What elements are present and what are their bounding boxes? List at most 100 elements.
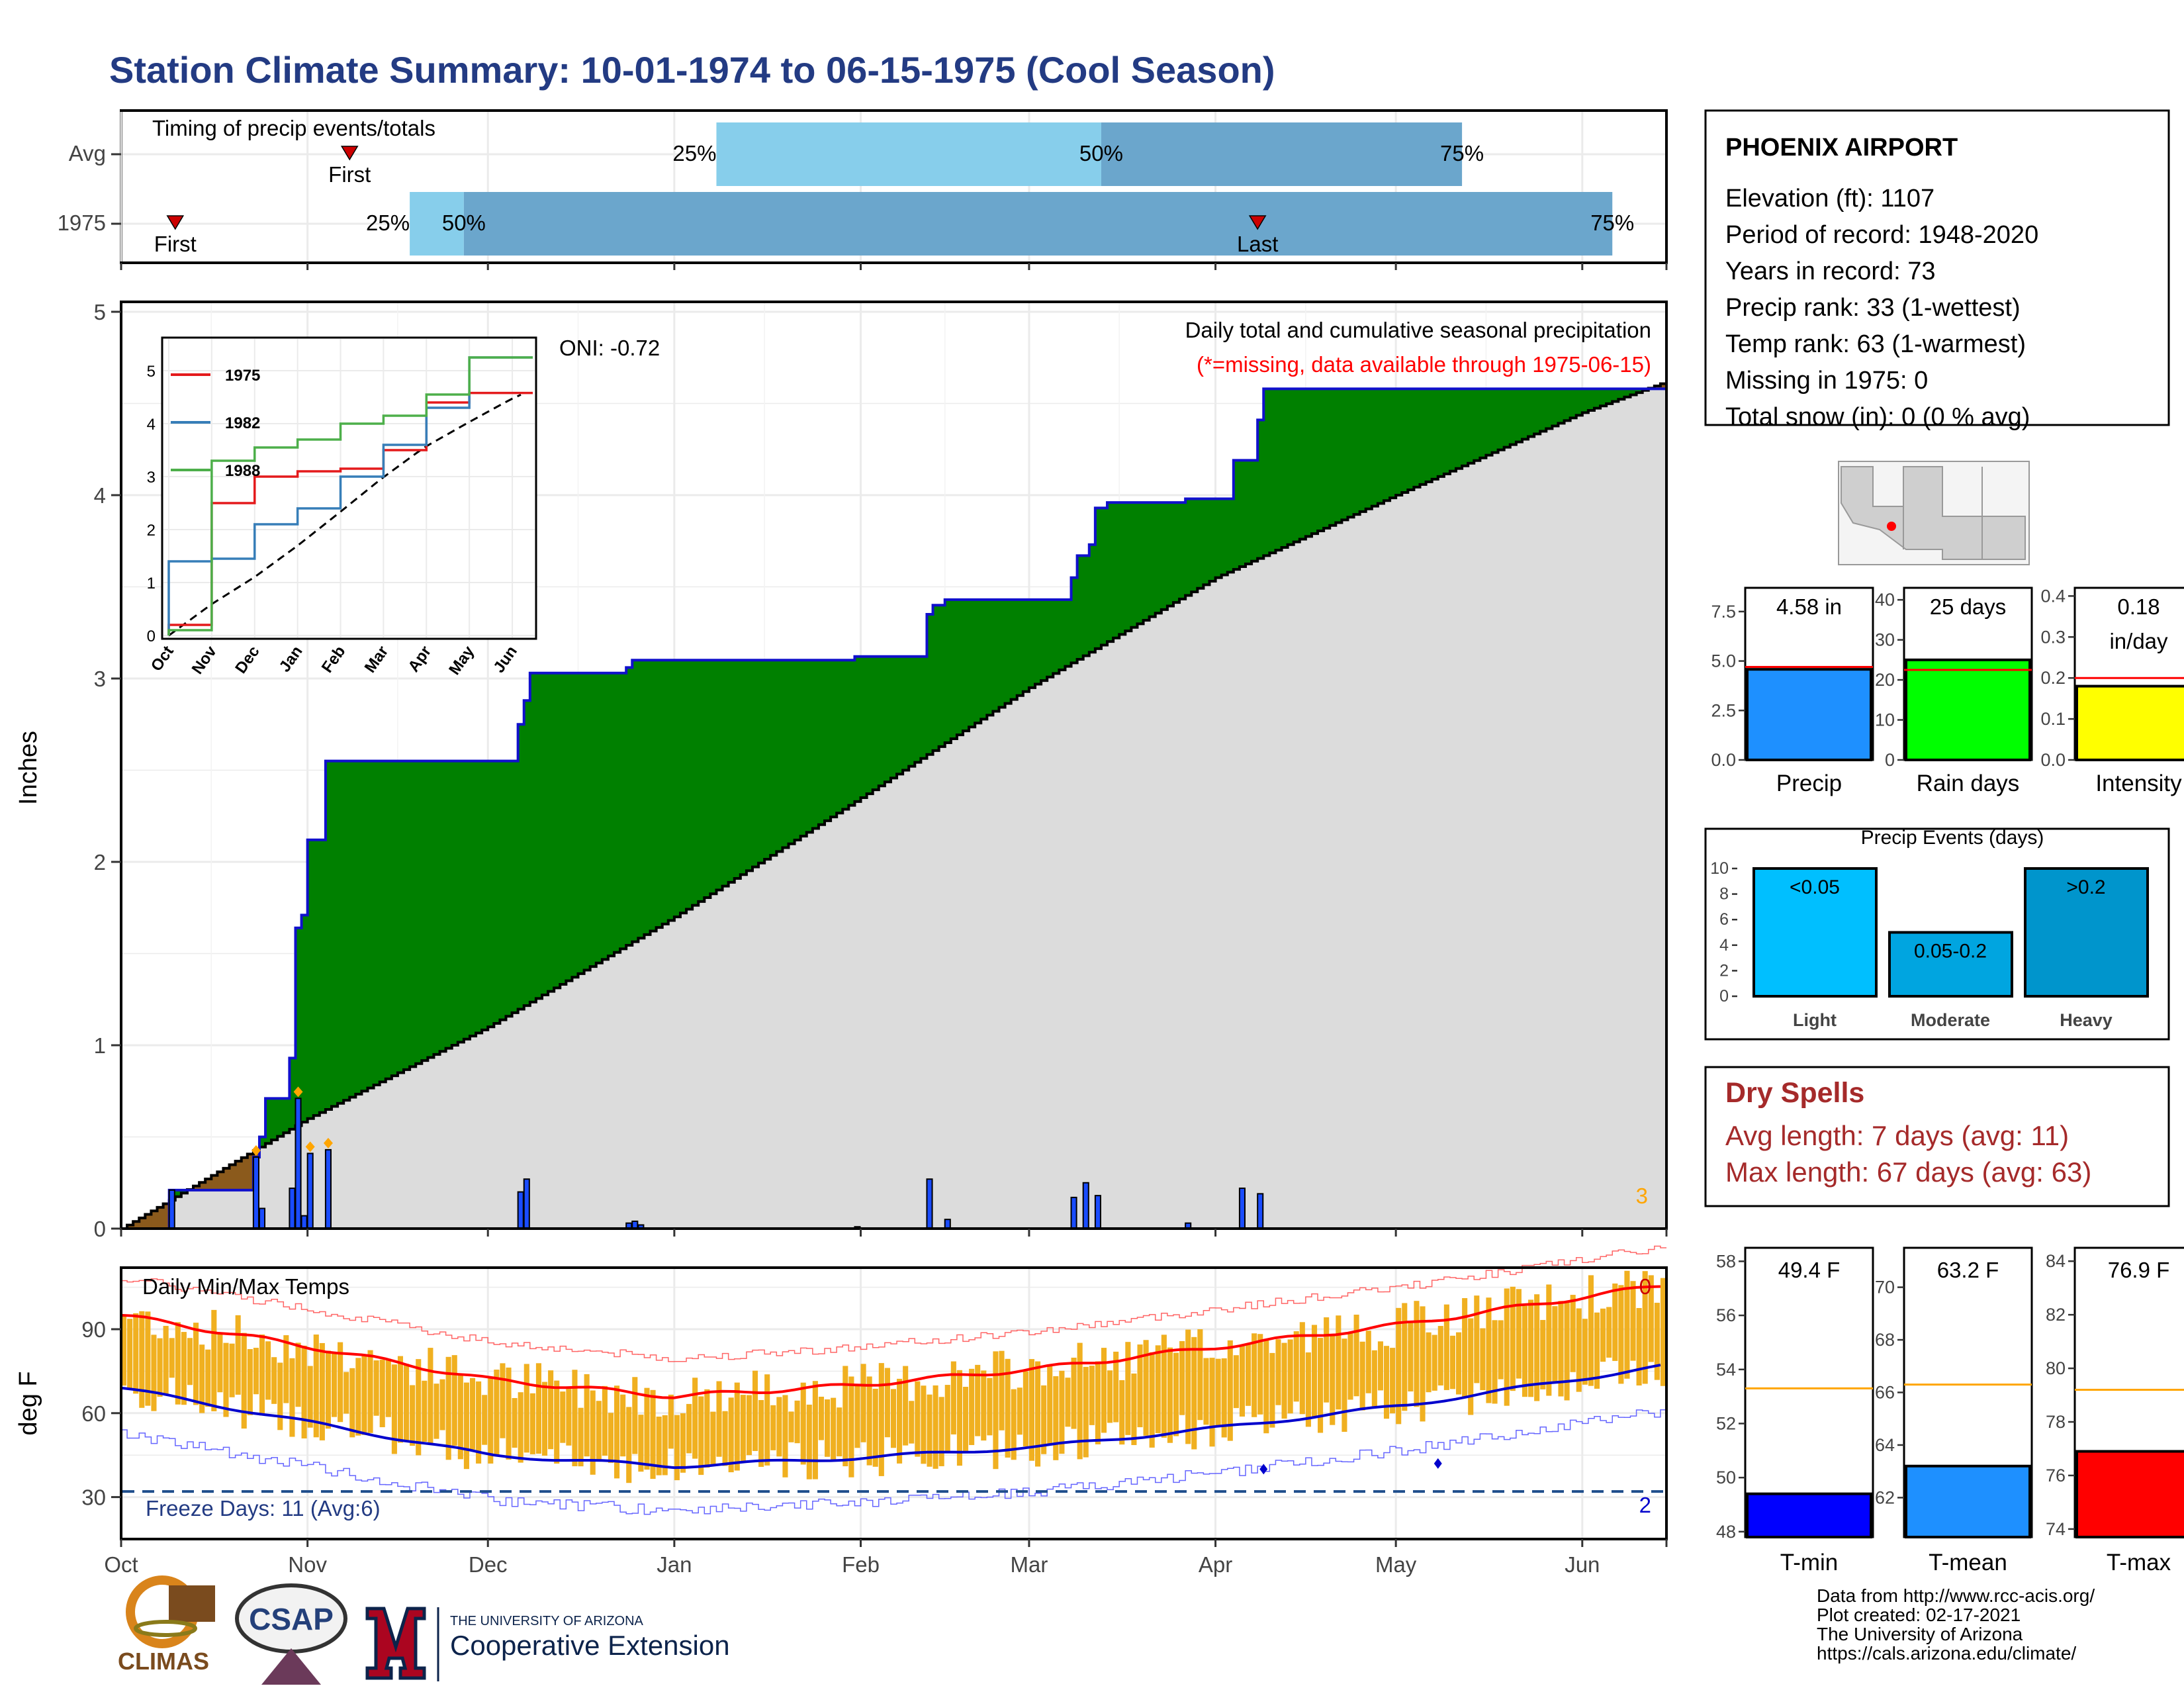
daily-temp-range-bar [1396,1307,1402,1425]
small-bar-tick-label: 0.0 [2040,750,2066,770]
dry-anomaly-segment [247,1154,254,1190]
daily-temp-range-bar [1552,1306,1558,1382]
timing-bar-q2 [463,192,1613,256]
wet-anomaly-segment [1371,389,1379,506]
daily-temp-range-bar [956,1370,962,1466]
wet-anomaly-segment [831,660,837,818]
daily-temp-range-bar [1071,1357,1077,1429]
dry-anomaly-segment [1654,385,1661,389]
wet-anomaly-segment [578,673,585,974]
daily-temp-range-bar [500,1363,506,1438]
wet-anomaly-segment [1636,389,1643,393]
wet-anomaly-segment [686,660,693,910]
events-category-label: Light [1793,1010,1837,1030]
daily-temp-range-bar [746,1395,752,1456]
daily-temp-range-bar [1486,1297,1492,1403]
small-bar-value-label: 4.58 in [1776,594,1842,619]
wet-anomaly-segment [1227,498,1234,573]
daily-temp-range-bar [1492,1320,1498,1404]
events-tick-label: 6 [1719,910,1729,929]
inset-legend-label: 1975 [225,367,260,385]
daily-temp-range-bar [1365,1331,1371,1393]
small-bar-tick-label: 0.1 [2040,709,2066,729]
events-bar-label: 0.05-0.2 [1914,941,1987,962]
daily-temp-range-bar [596,1401,602,1461]
daily-temp-range-bar [271,1357,277,1404]
wet-anomaly-segment [1269,389,1277,553]
daily-temp-range-bar [1125,1342,1131,1435]
events-bar-label: >0.2 [2066,876,2105,898]
wet-anomaly-segment [1173,502,1180,603]
daily-temp-range-bar [523,1364,529,1453]
daily-temp-range-bar [1534,1294,1540,1401]
wet-anomaly-segment [1251,460,1258,561]
dry-anomaly-segment [199,1182,206,1190]
daily-temp-range-bar [1047,1365,1053,1446]
temp-bar-tick-label: 48 [1716,1522,1736,1542]
dry-spells-box: Dry Spells Avg length: 7 days (avg: 11) … [1704,1066,2170,1207]
locator-map [1838,461,2030,565]
precip-y-tick-label: 3 [94,667,106,691]
daily-temp-range-bar [1480,1328,1486,1391]
wet-anomaly-segment [428,761,435,1058]
wet-anomaly-segment [1426,389,1433,482]
daily-temp-range-bar [1570,1295,1576,1372]
daily-temp-range-bar [1336,1315,1342,1410]
wet-anomaly-segment [379,761,387,1082]
month-label: Jan [657,1552,692,1577]
wet-anomaly-segment [1305,389,1312,537]
daily-temp-range-bar [1456,1332,1462,1395]
wet-anomaly-segment [596,673,603,963]
daily-precip-bar [517,1191,524,1229]
daily-temp-range-bar [1221,1358,1227,1438]
inset-legend-label: 1988 [225,462,260,480]
wet-anomaly-segment [674,660,681,917]
dry-anomaly-segment [157,1207,164,1229]
wet-anomaly-segment [325,761,332,1109]
wet-anomaly-segment [1053,599,1060,674]
daily-temp-range-bar [1408,1322,1414,1391]
daily-temp-range-bar [872,1388,878,1467]
wet-anomaly-segment [650,660,657,931]
daily-temp-range-bar [1468,1318,1474,1415]
wet-anomaly-segment [716,660,723,890]
precip-events-chart: Precip Events (days) 0 2 4 6 8 10 <0.05 Light 0.… [1704,827,2170,1041]
wet-anomaly-segment [1209,498,1216,582]
wet-anomaly-segment [740,660,747,875]
daily-temp-range-bar [1624,1270,1630,1379]
dry-anomaly-segment [217,1172,224,1190]
wet-anomaly-segment [1311,389,1318,534]
temp-bar-tick-label: 64 [1875,1435,1895,1455]
daily-temp-range-bar [367,1350,373,1433]
daily-temp-range-bar [1311,1325,1318,1417]
temp-bar-tick-label: 52 [1716,1413,1736,1433]
daily-temp-range-bar [740,1395,746,1462]
station-info: PHOENIX AIRPORT Elevation (ft): 1107 Peri… [1704,109,2170,431]
footer-line: Data from http://www.rcc-acis.org/ [1817,1585,2095,1606]
temp-bar-tick-label: 56 [1716,1305,1736,1325]
heavy-event-marker [293,1086,303,1098]
daily-temp-range-bar [1155,1345,1161,1434]
wet-anomaly-segment [1618,389,1625,400]
wet-anomaly-segment [367,761,375,1088]
wet-anomaly-segment [554,673,561,988]
wet-anomaly-segment [1239,460,1246,567]
wet-anomaly-segment [445,761,453,1049]
wet-anomaly-segment [620,673,627,949]
dry-anomaly-segment [193,1186,200,1190]
temp-bar-tick-label: 66 [1875,1383,1895,1403]
daily-temp-range-bar [921,1385,927,1464]
daily-temp-range-bar [1498,1320,1504,1380]
wet-anomaly-segment [1215,498,1222,578]
wet-anomaly-segment [1612,389,1619,402]
daily-temp-range-bar [788,1411,794,1442]
wet-anomaly-segment [319,839,326,1113]
daily-temp-range-bar [578,1407,584,1467]
daily-temp-range-bar [187,1338,193,1385]
daily-temp-range-bar [512,1397,518,1448]
daily-temp-range-bar [890,1389,897,1448]
wet-anomaly-segment [439,761,447,1052]
csap-logo: CSAP [235,1583,347,1685]
month-label: Apr [1199,1552,1232,1577]
daily-temp-range-bar [927,1394,933,1467]
